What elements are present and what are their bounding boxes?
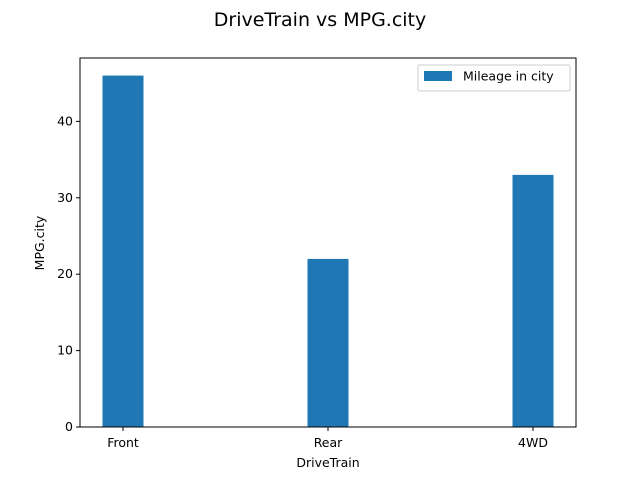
chart-title: DriveTrain vs MPG.city — [214, 9, 427, 31]
bar-4wd — [512, 174, 554, 427]
y-tick-label: 40 — [57, 113, 73, 128]
y-tick-label: 0 — [65, 419, 73, 434]
legend: Mileage in city — [417, 64, 571, 92]
legend-swatch — [424, 71, 452, 81]
legend-box — [417, 64, 571, 92]
bars-layer — [102, 75, 554, 428]
y-tick-label: 10 — [57, 343, 73, 358]
legend-label: Mileage in city — [463, 69, 554, 84]
x-tick-label-front: Front — [107, 435, 139, 450]
bar-front — [102, 75, 144, 428]
x-axis: Front Rear 4WD — [107, 427, 548, 450]
y-tick-label: 30 — [57, 190, 73, 205]
bar-rear — [307, 258, 349, 427]
x-tick-label-rear: Rear — [314, 435, 343, 450]
y-tick-label: 20 — [57, 266, 73, 281]
x-tick-label-4wd: 4WD — [518, 435, 548, 450]
x-axis-label: DriveTrain — [296, 455, 359, 470]
y-axis: 0 10 20 30 40 — [57, 113, 80, 434]
y-axis-label: MPG.city — [32, 215, 47, 270]
